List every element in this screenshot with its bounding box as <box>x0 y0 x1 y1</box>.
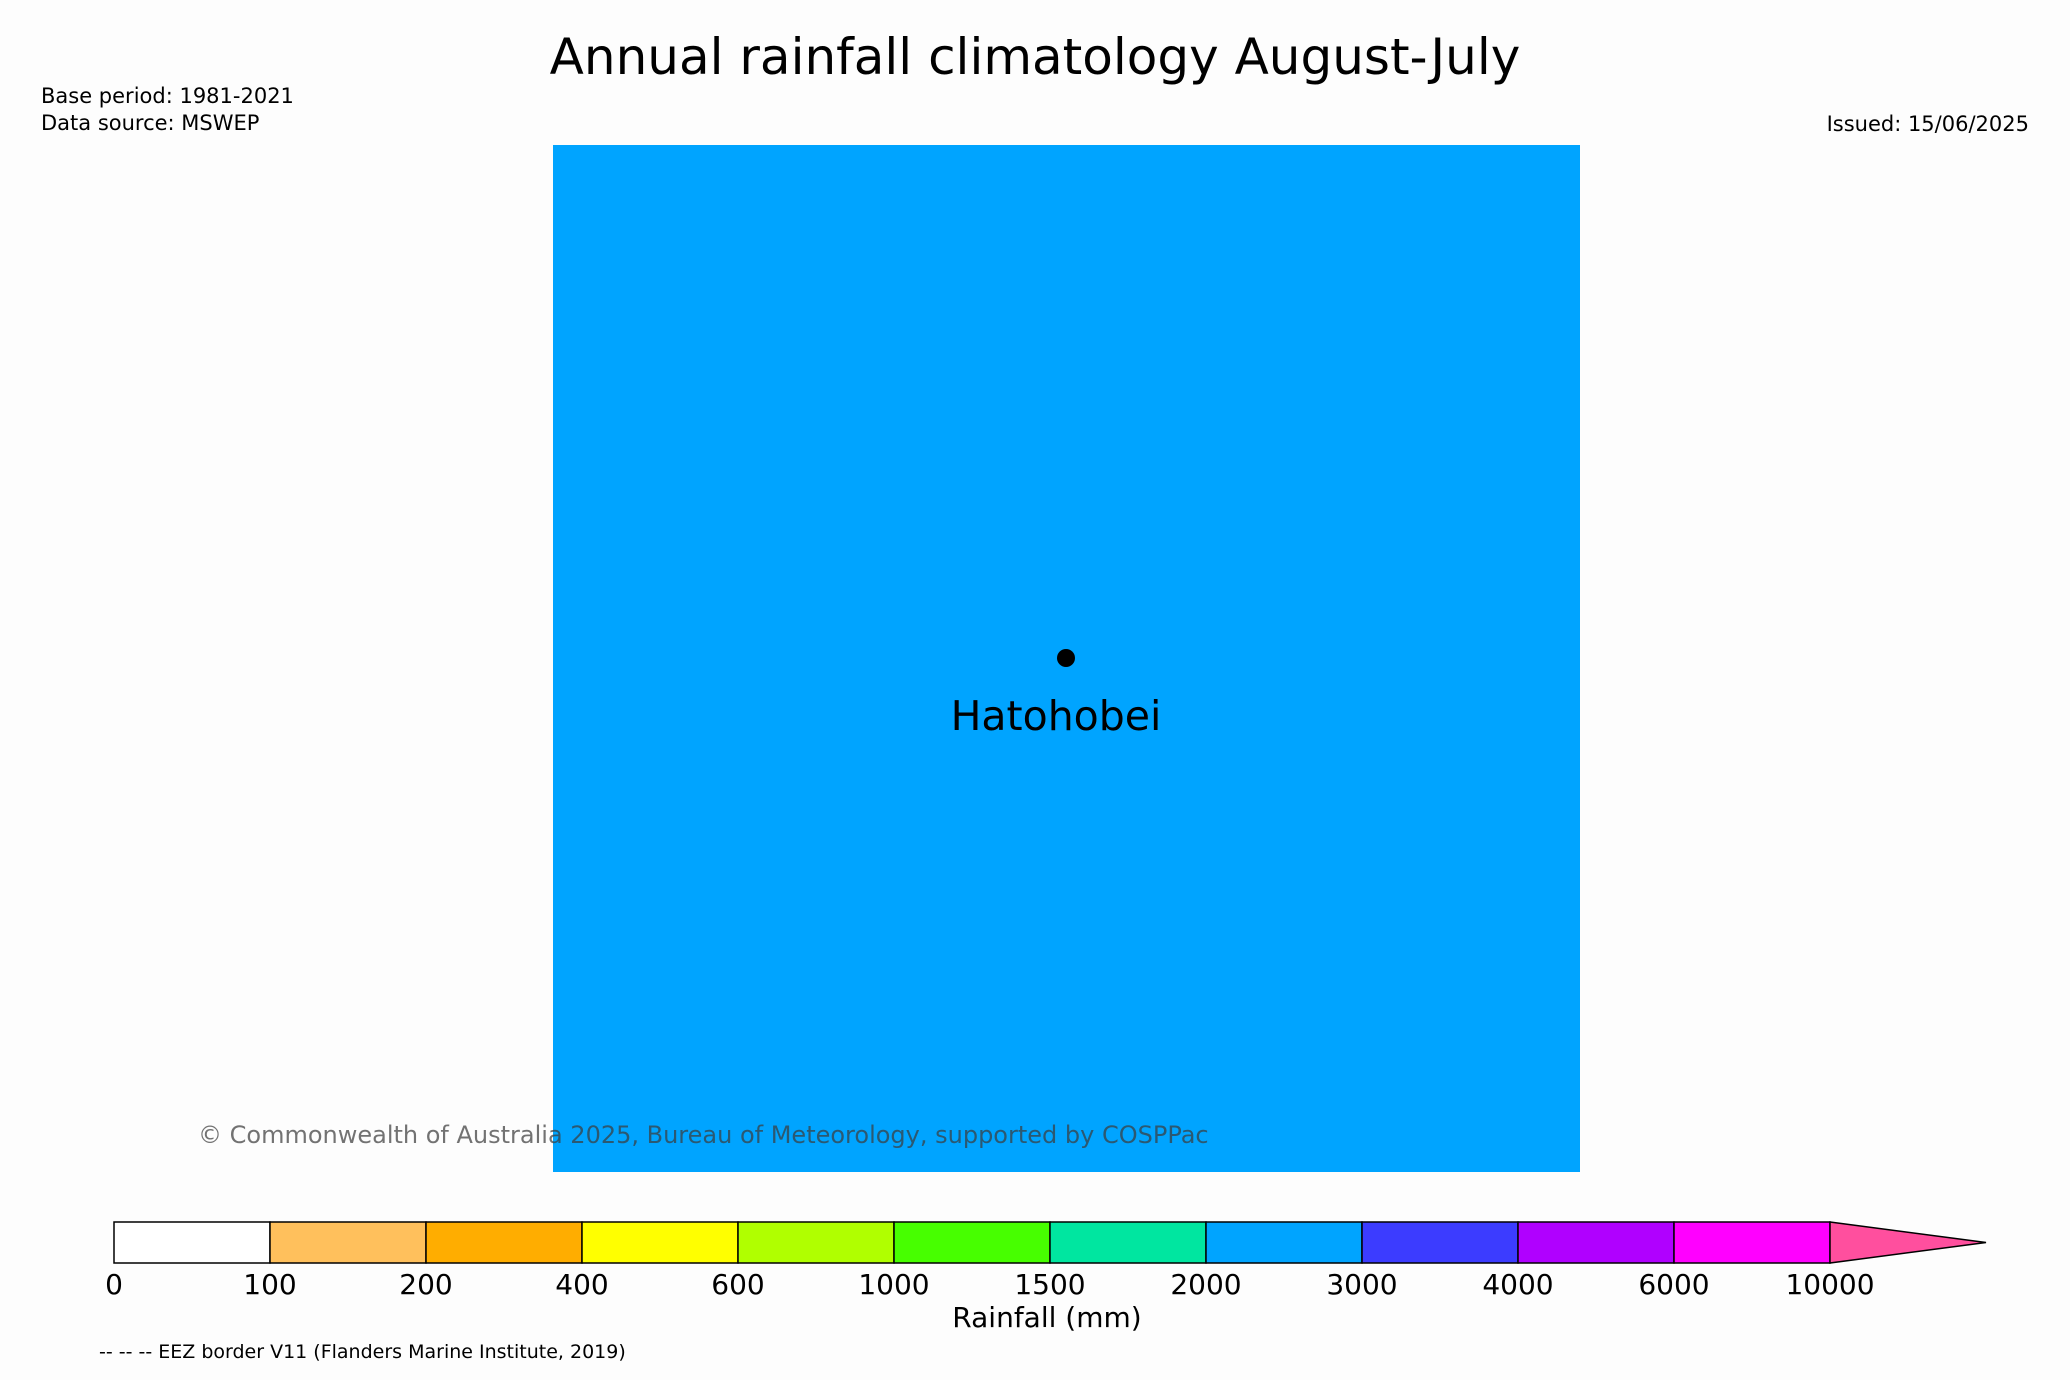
station-dot-icon <box>1057 649 1075 667</box>
metadata-block: Base period: 1981-2021 Data source: MSWE… <box>41 83 294 137</box>
colorbar-segment <box>269 1221 427 1264</box>
colorbar-tick-label: 1000 <box>858 1268 929 1301</box>
rainfall-colorbar: 0 100 200 400 600 1000 1500 2000 3000 4000 6000 100… <box>105 1221 1987 1334</box>
data-source-text: Data source: MSWEP <box>41 111 260 135</box>
colorbar-tick-label: 10000 <box>1785 1268 1874 1301</box>
issued-date: Issued: 15/06/2025 <box>1826 112 2029 136</box>
colorbar-segment <box>893 1221 1051 1264</box>
colorbar-tick-label: 0 <box>105 1268 123 1301</box>
colorbar-tick-label: 200 <box>399 1268 452 1301</box>
colorbar-segment <box>581 1221 739 1264</box>
colorbar-tick-label: 1500 <box>1014 1268 1085 1301</box>
colorbar-tick-label: 6000 <box>1638 1268 1709 1301</box>
colorbar-tick-label: 600 <box>711 1268 764 1301</box>
colorbar-tick-label: 400 <box>555 1268 608 1301</box>
colorbar-segment <box>425 1221 583 1264</box>
colorbar-tick-label: 2000 <box>1170 1268 1241 1301</box>
eez-border-note: -- -- -- EEZ border V11 (Flanders Marine… <box>99 1341 626 1363</box>
colorbar-tick-label: 100 <box>243 1268 296 1301</box>
map-title: Annual rainfall climatology August-July <box>549 28 1521 86</box>
colorbar-tick-label: 3000 <box>1326 1268 1397 1301</box>
colorbar-segment <box>1049 1221 1207 1264</box>
colorbar-segment <box>1361 1221 1519 1264</box>
colorbar-tick-label: 4000 <box>1482 1268 1553 1301</box>
station-label: Hatohobei <box>950 692 1162 740</box>
copyright-notice: © Commonwealth of Australia 2025, Bureau… <box>198 1121 1209 1149</box>
colorbar-segment <box>1673 1221 1831 1264</box>
colorbar-segment <box>1205 1221 1363 1264</box>
colorbar-segment <box>1517 1221 1675 1264</box>
base-period-text: Base period: 1981-2021 <box>41 84 294 108</box>
colorbar-title: Rainfall (mm) <box>952 1301 1141 1334</box>
colorbar-segment <box>113 1221 271 1264</box>
colorbar-segment <box>737 1221 895 1264</box>
colorbar-extend-arrow <box>1829 1221 1987 1264</box>
